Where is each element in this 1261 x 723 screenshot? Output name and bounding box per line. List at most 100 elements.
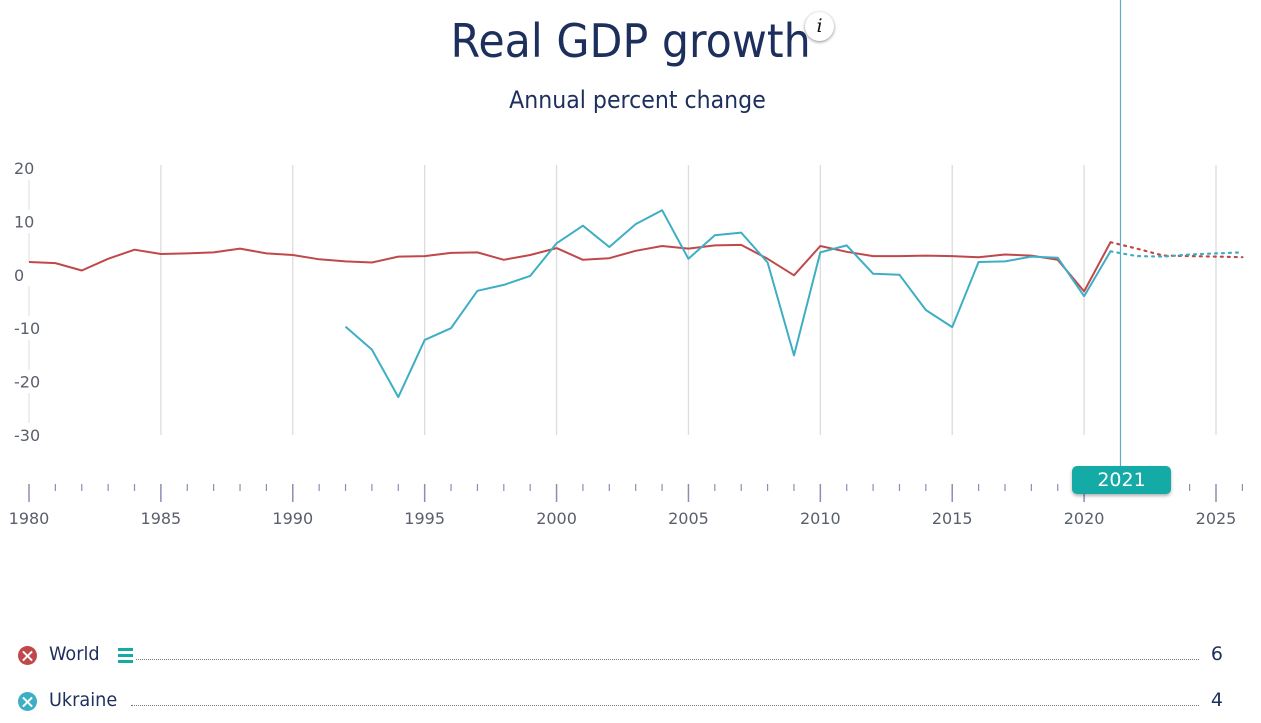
y-tick-label: -20 [14,373,40,392]
y-tick-label: -30 [14,426,40,445]
data-point-world [1108,240,1112,244]
x-tick-label: 1995 [404,509,445,528]
data-point-world [133,248,137,252]
data-point-ukraine [1161,255,1165,259]
data-point-ukraine [1003,259,1007,263]
x-tick-label: 1980 [9,509,50,528]
forecast-line-world [1109,241,1244,259]
data-point-ukraine [555,241,559,245]
x-tick-label: 2015 [932,509,973,528]
data-point-ukraine [1214,251,1218,255]
data-point-world [238,247,242,251]
data-point-world [370,261,374,265]
data-point-ukraine [528,274,532,278]
data-point-ukraine [660,208,664,212]
data-point-ukraine [818,250,822,254]
data-point-world [317,257,321,261]
data-point-ukraine [1240,250,1244,254]
legend-item-ukraine: Ukraine 4 [0,686,1261,716]
chart-subtitle: Annual percent change [508,86,766,114]
legend-value-ukraine: 4 [1210,689,1223,711]
legend-item-world: World 6 [0,640,1261,670]
data-point-world [924,254,928,258]
menu-icon[interactable] [118,648,133,663]
data-point-ukraine [396,395,400,399]
data-point-world [897,254,901,258]
data-point-ukraine [449,326,453,330]
data-point-ukraine [845,243,849,247]
x-tick-label: 1990 [272,509,313,528]
x-tick-label: 2025 [1196,509,1237,528]
data-point-world [159,252,163,256]
data-point-ukraine [634,222,638,226]
x-tick-label: 2010 [800,509,841,528]
data-point-ukraine [766,261,770,265]
legend-leader-line [131,705,1199,706]
data-point-world [80,269,84,273]
y-tick-label: -10 [14,319,40,338]
data-point-world [634,249,638,253]
data-point-world [845,250,849,254]
data-point-ukraine [950,325,954,329]
data-point-ukraine [475,289,479,293]
x-tick-label: 2005 [668,509,709,528]
legend-label-ukraine: Ukraine [49,689,118,711]
data-point-world [291,253,295,257]
data-point-ukraine [686,257,690,261]
data-point-world [686,247,690,251]
x-tick-label: 2020 [1064,509,1105,528]
data-point-world [264,251,268,255]
data-point-world [53,261,57,265]
data-point-world [475,250,479,254]
data-point-world [106,257,110,261]
data-point-ukraine [977,260,981,264]
data-point-ukraine [502,283,506,287]
data-point-world [423,254,427,258]
y-tick-label: 20 [14,159,34,178]
data-point-world [581,258,585,262]
data-point-ukraine [897,273,901,277]
data-point-ukraine [924,308,928,312]
data-point-world [344,259,348,263]
data-point-world [607,256,611,260]
data-point-world [871,254,875,258]
data-point-world [555,246,559,250]
line-chart: 2010 0 -10 -20 -30 1980 1985 1990 1995 2000 2005 20… [9,0,1244,528]
data-point-world [977,255,981,259]
legend-label-world: World [49,643,100,665]
data-point-world [660,244,664,248]
data-point-world [185,251,189,255]
data-point-world [528,253,532,257]
data-point-world [792,273,796,277]
legend-leader-line [136,659,1199,660]
data-point-ukraine [581,224,585,228]
data-point-ukraine [423,338,427,342]
data-point-world [950,254,954,258]
data-point-ukraine [792,353,796,357]
data-point-world [1135,247,1139,251]
data-point-world [212,250,216,254]
data-point-ukraine [713,233,717,237]
data-point-ukraine [1135,254,1139,258]
data-point-ukraine [1188,253,1192,257]
y-tick-label: 0 [14,266,24,285]
series-line-world [28,241,1112,293]
data-point-ukraine [607,245,611,249]
data-point-ukraine [344,325,348,329]
x-tick-label: 1985 [141,509,182,528]
x-tick-label: 2000 [536,509,577,528]
data-point-world [713,243,717,247]
data-point-ukraine [1056,256,1060,260]
data-point-ukraine [871,272,875,276]
data-point-world [818,244,822,248]
remove-world-icon[interactable] [18,646,37,665]
data-point-ukraine [1029,255,1033,259]
selected-year-badge[interactable]: 2021 [1072,466,1171,494]
data-point-ukraine [370,348,374,352]
data-point-world [502,258,506,262]
info-icon[interactable]: i [805,12,834,41]
data-point-world [1003,253,1007,257]
remove-ukraine-icon[interactable] [18,692,37,711]
data-point-world [1240,255,1244,259]
data-point-ukraine [1082,294,1086,298]
